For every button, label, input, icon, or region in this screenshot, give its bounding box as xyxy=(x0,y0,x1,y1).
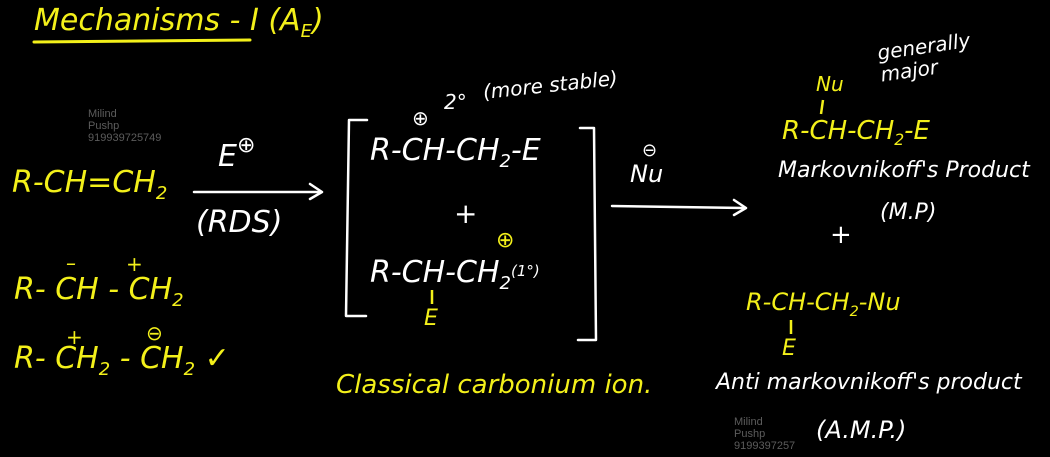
title-underline xyxy=(32,38,252,44)
resonance2-c1-charge: + xyxy=(66,325,83,349)
resonance1-formula: R- CH - CH2 xyxy=(14,272,184,311)
step2-reagent: Nu xyxy=(630,160,664,188)
products-plus: + xyxy=(830,220,852,250)
check-icon: ✓ xyxy=(204,341,230,376)
mp-abbr: (M.P) xyxy=(880,200,937,225)
amp-name: Anti markovnikoff's product xyxy=(716,370,1022,395)
right-bracket xyxy=(576,126,598,342)
mp-name: Markovnikoff's Product xyxy=(778,158,1030,183)
intermediate-top-charge: ⊕ xyxy=(412,106,429,130)
resonance2-c2-charge: ⊖ xyxy=(146,321,163,345)
step2-reagent-charge: ⊖ xyxy=(642,140,658,161)
reactant-alkene: R-CH=CH2 xyxy=(12,165,168,204)
watermark-bottom: Milind Pushp 9199397257 xyxy=(734,416,796,452)
step1-reagent: E⊕ xyxy=(218,133,256,174)
amp-substituent: E xyxy=(782,336,796,361)
resonance1-c1-charge: – xyxy=(66,251,76,275)
mp-formula: R-CH-CH2-E xyxy=(782,116,930,150)
mp-nu-bond xyxy=(819,99,825,115)
intermediate-bottom-formula: R-CH-CH2(1°) xyxy=(370,255,540,294)
mp-nu: Nu xyxy=(816,72,844,96)
watermark-top: Milind Pushp 919939725749 xyxy=(88,108,162,144)
step1-label: (RDS) xyxy=(196,205,283,240)
intermediate-bottom-substituent: E xyxy=(424,306,438,331)
intermediate-bottom-charge: ⊕ xyxy=(496,228,515,253)
intermediate-top-formula: R-CH-CH2-E xyxy=(370,133,541,172)
intermediate-degree: 2° xyxy=(444,90,467,114)
step2-arrow xyxy=(610,198,748,217)
left-bracket xyxy=(344,118,369,318)
resonance2-formula: R- CH2 - CH2 ✓ xyxy=(14,341,230,380)
resonance1-c2-charge: + xyxy=(126,252,143,276)
intermediate-plus: + xyxy=(454,197,478,230)
intermediate-caption: Classical carbonium ion. xyxy=(336,370,653,400)
step1-arrow xyxy=(192,182,324,201)
amp-formula: R-CH-CH2-Nu xyxy=(746,288,901,320)
page-title: Mechanisms - I (AE) xyxy=(34,3,324,42)
amp-abbr: (A.M.P.) xyxy=(816,416,907,444)
